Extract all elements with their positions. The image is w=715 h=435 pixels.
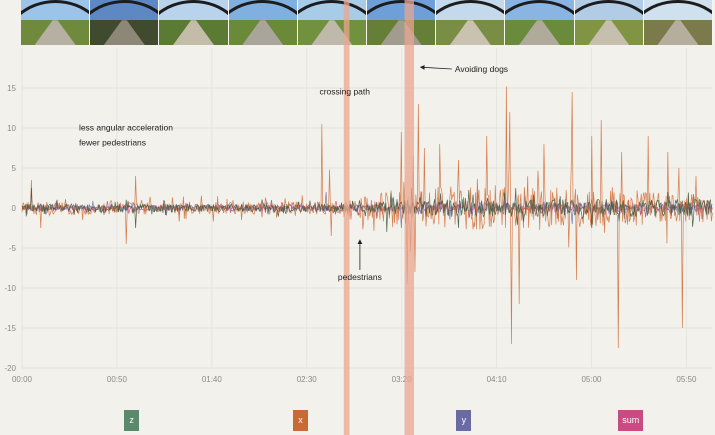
highlight-band-2 [404, 0, 415, 435]
y-tick-label: -10 [4, 284, 16, 293]
y-tick-label: -20 [4, 364, 16, 373]
path-photo-icon [159, 0, 228, 45]
y-tick-label: -15 [4, 324, 16, 333]
filmstrip-frame-8[interactable] [505, 0, 575, 45]
path-photo-icon [505, 0, 574, 45]
filmstrip-frame-6[interactable] [367, 0, 437, 45]
y-tick-label: -5 [9, 244, 17, 253]
x-tick-label: 04:10 [487, 375, 508, 384]
y-tick-label: 15 [7, 84, 16, 93]
filmstrip-frame-9[interactable] [574, 0, 644, 45]
path-photo-icon [367, 0, 436, 45]
y-tick-label: 0 [12, 204, 17, 213]
path-photo-icon [297, 0, 367, 45]
filmstrip-frame-3[interactable] [159, 0, 229, 45]
filmstrip-frame-10[interactable] [643, 0, 713, 45]
x-tick-label: 00:50 [107, 375, 128, 384]
x-tick-label: 03:20 [392, 375, 413, 384]
annotation-4: Avoiding dogs [455, 64, 508, 74]
path-photo-icon [90, 0, 159, 45]
path-photo-icon [574, 0, 643, 45]
x-tick-label: 02:30 [297, 375, 318, 384]
path-photo-icon [228, 0, 297, 45]
x-tick-label: 01:40 [202, 375, 223, 384]
x-tick-label: 05:00 [581, 375, 602, 384]
filmstrip-frame-1[interactable] [21, 0, 91, 45]
legend-toggle-y[interactable]: y [456, 410, 472, 431]
annotation-3: crossing path [319, 86, 370, 96]
path-photo-icon [643, 0, 713, 45]
x-tick-label: 05:50 [676, 375, 697, 384]
annotation-arrow-4 [419, 65, 452, 70]
filmstrip-frame-2[interactable] [90, 0, 160, 45]
annotation-5: pedestrians [338, 272, 382, 282]
path-photo-icon [21, 0, 90, 45]
legend-toggle-sum[interactable]: sum [618, 410, 644, 431]
filmstrip-frame-7[interactable] [436, 0, 506, 45]
y-tick-label: 10 [7, 124, 16, 133]
series-line-z [21, 187, 713, 233]
y-tick-label: 5 [12, 164, 17, 173]
video-filmstrip [21, 0, 713, 45]
filmstrip-frame-4[interactable] [228, 0, 298, 45]
legend-toggle-x[interactable]: x [293, 410, 309, 431]
annotation-2: fewer pedestrians [79, 138, 146, 148]
legend-toggle-z[interactable]: z [124, 410, 140, 431]
annotation-1: less angular acceleration [79, 122, 173, 132]
x-tick-label: 00:00 [12, 375, 33, 384]
highlight-band-1 [343, 0, 350, 435]
path-photo-icon [436, 0, 505, 45]
